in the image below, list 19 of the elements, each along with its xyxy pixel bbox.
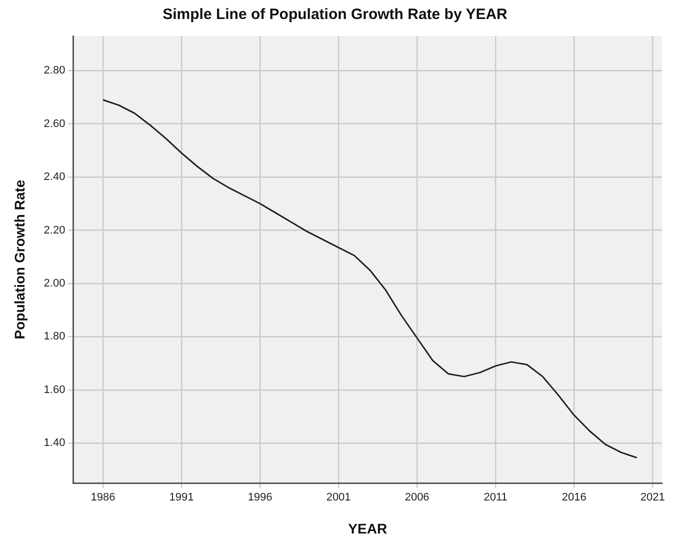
y-tick-label: 1.80 — [44, 330, 66, 343]
x-tick-label: 2001 — [326, 492, 351, 504]
y-tick-label: 2.80 — [44, 64, 66, 77]
x-tick-label: 1996 — [248, 492, 272, 504]
y-axis-title: Population Growth Rate — [11, 180, 28, 340]
y-tick-label: 1.60 — [44, 384, 66, 396]
x-axis-title: YEAR — [348, 520, 388, 536]
x-tick-label: 2006 — [404, 492, 430, 504]
chart-title: Simple Line of Population Growth Rate by YEAR — [162, 6, 508, 24]
y-tick-label: 1.40 — [44, 437, 66, 450]
y-tick-label: 2.60 — [44, 118, 66, 130]
x-tick-label: 2016 — [562, 492, 586, 504]
y-tick-label: 2.00 — [44, 277, 66, 290]
x-tick-label: 2021 — [640, 492, 665, 504]
y-tick-label: 2.20 — [44, 224, 66, 236]
y-tick-label: 2.40 — [44, 171, 66, 184]
x-tick-label: 2011 — [484, 492, 508, 504]
x-tick-label: 1991 — [169, 492, 194, 504]
x-tick-label: 1986 — [90, 492, 116, 504]
